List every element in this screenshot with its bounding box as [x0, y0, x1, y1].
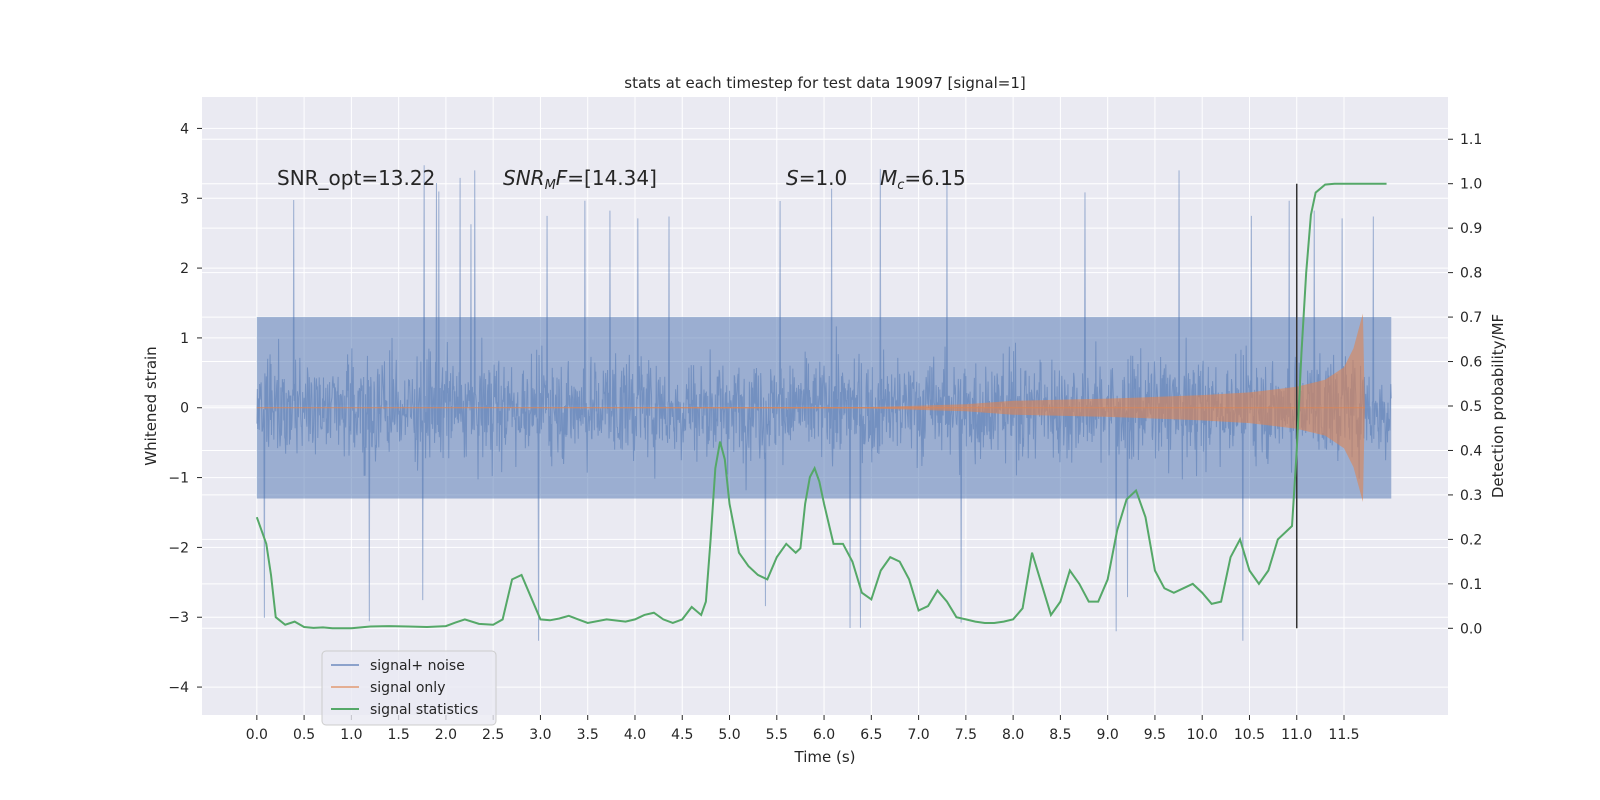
y-right-tick-label: 0.5 — [1460, 399, 1482, 415]
y-right-tick-label: 0.1 — [1460, 577, 1482, 593]
y-right-tick-label: 0.2 — [1460, 532, 1482, 548]
y-right-tick-label: 1.0 — [1460, 177, 1482, 193]
x-tick-label: 9.0 — [1097, 727, 1119, 743]
x-tick-label: 8.0 — [1002, 727, 1024, 743]
x-tick-label: 10.5 — [1234, 727, 1265, 743]
x-tick-label: 5.5 — [766, 727, 788, 743]
y-left-tick-label: −3 — [168, 610, 189, 626]
x-tick-label: 4.5 — [671, 727, 693, 743]
annotation-mc-value: =6.15 — [904, 166, 965, 190]
x-tick-label: 11.0 — [1281, 727, 1312, 743]
y-right-tick-label: 0.7 — [1460, 310, 1482, 326]
x-tick-label: 3.5 — [577, 727, 599, 743]
annotation-mc-name: M — [880, 166, 897, 190]
annotation-snr-mf-f: F — [556, 166, 568, 190]
x-tick-label: 8.5 — [1049, 727, 1071, 743]
legend-label-signal: signal only — [370, 680, 445, 696]
x-tick-label: 10.0 — [1187, 727, 1218, 743]
axis-ticks: 0.0 0.5 1.0 1.5 2.0 2.5 3.0 3.5 4.0 4.5 5.0 5.5 6.0 6… — [168, 121, 1482, 743]
y-right-tick-label: 0.9 — [1460, 221, 1482, 237]
y-left-tick-label: 2 — [180, 261, 189, 277]
x-tick-label: 2.0 — [435, 727, 457, 743]
series-signal-statistics — [255, 182, 1387, 630]
x-tick-label: 0.0 — [246, 727, 268, 743]
x-tick-label: 7.5 — [955, 727, 977, 743]
annotation-mc-sub: c — [897, 178, 904, 193]
x-tick-label: 6.0 — [813, 727, 835, 743]
legend: signal+ noise signal only signal statist… — [321, 650, 497, 726]
x-tick-label: 9.5 — [1144, 727, 1166, 743]
annotation-snr-mf: SNRMF=[14.34] — [503, 166, 657, 193]
x-tick-label: 7.0 — [907, 727, 929, 743]
legend-label-stats: signal statistics — [370, 702, 478, 718]
y-left-tick-label: −2 — [168, 540, 189, 556]
legend-box — [321, 650, 497, 726]
y-right-tick-label: 1.1 — [1460, 132, 1482, 148]
annotation-snr-mf-name: SNR — [503, 166, 545, 190]
y-right-tick-label: 0.4 — [1460, 443, 1482, 459]
y-right-tick-label: 0.0 — [1460, 621, 1482, 637]
annotation-snr-mf-value: =[14.34] — [567, 166, 657, 190]
y-right-tick-label: 0.3 — [1460, 488, 1482, 504]
x-tick-label: 1.5 — [388, 727, 410, 743]
y-right-tick-label: 0.8 — [1460, 266, 1482, 282]
annotation-s-name: S — [786, 166, 799, 190]
y-axis-label-left: Whitened strain — [142, 346, 160, 465]
y-left-tick-label: −4 — [168, 680, 189, 696]
x-tick-label: 2.5 — [482, 727, 504, 743]
legend-label-noise: signal+ noise — [370, 658, 465, 674]
y-left-tick-label: 0 — [180, 401, 189, 417]
x-tick-label: 5.0 — [718, 727, 740, 743]
chart-title: stats at each timestep for test data 190… — [624, 74, 1025, 92]
y-left-tick-label: 4 — [180, 121, 189, 137]
annotation-snr-opt: SNR_opt=13.22 — [277, 166, 435, 190]
x-tick-label: 0.5 — [293, 727, 315, 743]
annotation-mc: Mc=6.15 — [880, 166, 966, 193]
x-axis-label: Time (s) — [794, 748, 856, 766]
x-tick-label: 4.0 — [624, 727, 646, 743]
annotation-s-value: =1.0 — [799, 166, 848, 190]
annotation-s: S=1.0 — [786, 166, 847, 190]
data-series — [255, 165, 1392, 641]
y-left-tick-label: 1 — [180, 331, 189, 347]
y-left-tick-label: 3 — [180, 191, 189, 207]
x-tick-label: 6.5 — [860, 727, 882, 743]
x-tick-label: 3.0 — [529, 727, 551, 743]
y-right-tick-label: 0.6 — [1460, 355, 1482, 371]
x-tick-label: 1.0 — [340, 727, 362, 743]
annotation-snr-mf-sub: M — [545, 178, 556, 193]
y-left-tick-label: −1 — [168, 471, 189, 487]
x-tick-label: 11.5 — [1328, 727, 1359, 743]
y-axis-label-right: Detection probability/MF — [1489, 314, 1507, 498]
